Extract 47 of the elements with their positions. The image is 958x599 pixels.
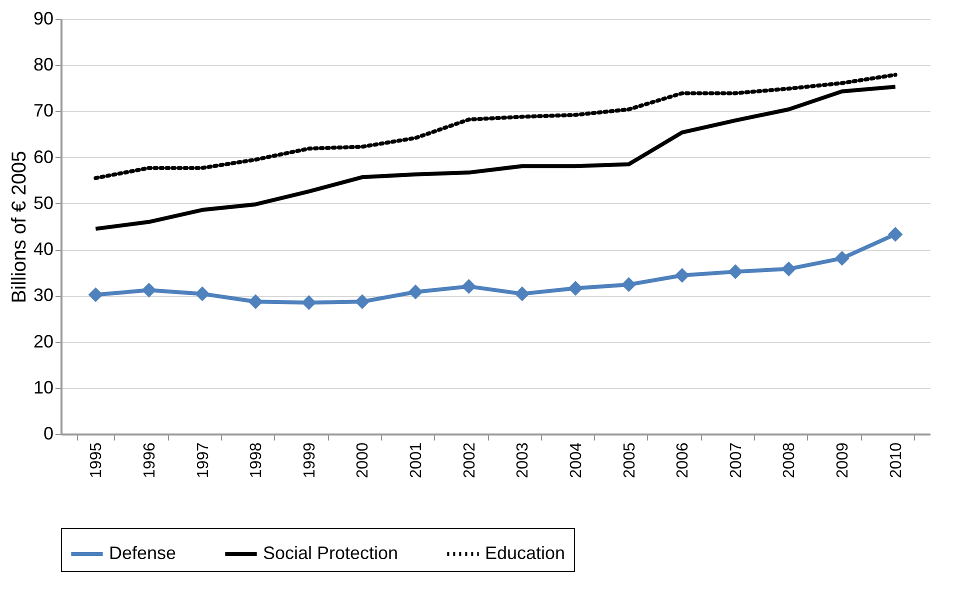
point <box>888 226 903 242</box>
y-tick-label: 70 <box>33 100 54 121</box>
x-tick-label: 2010 <box>888 442 905 478</box>
point <box>621 277 636 292</box>
y-tick-label: 20 <box>33 331 54 352</box>
y-tick-label: 50 <box>33 192 54 213</box>
point <box>408 284 423 300</box>
line-series <box>94 84 898 231</box>
legend-label: Defense <box>109 543 176 563</box>
point <box>248 294 264 310</box>
point <box>88 287 104 302</box>
y-tick-label: 60 <box>33 146 54 167</box>
point <box>834 250 850 266</box>
point <box>142 282 156 298</box>
point <box>461 279 476 294</box>
y-tick-label: 10 <box>33 377 54 398</box>
y-axis-title: Billions of € 2005 <box>8 150 30 304</box>
x-tick-label: 1995 <box>88 442 106 478</box>
x-tick-label: 2002 <box>461 442 478 478</box>
x-tick-label: 2004 <box>568 442 585 478</box>
x-tick-label: 2006 <box>674 442 692 478</box>
point <box>728 264 743 280</box>
x-tick-label: 2005 <box>621 442 638 478</box>
point <box>354 294 370 310</box>
point <box>674 268 690 283</box>
x-tick-label: 1996 <box>141 442 158 478</box>
x-tick-label: 2001 <box>408 442 426 478</box>
point <box>781 262 796 276</box>
y-tick-label: 80 <box>33 54 54 75</box>
y-tick-label: 30 <box>33 285 54 306</box>
x-tick-label: 2009 <box>834 442 852 478</box>
point <box>194 286 210 302</box>
y-tick-label: 0 <box>43 424 54 444</box>
y-tick-label: 40 <box>33 239 54 260</box>
x-tick-label: 1998 <box>248 442 266 478</box>
legend-label: Social Protection <box>263 543 398 563</box>
point <box>514 286 530 302</box>
x-tick-label: 2007 <box>728 442 745 478</box>
line-series <box>94 72 898 180</box>
x-tick-label: 2008 <box>781 442 798 478</box>
y-tick-label: 90 <box>33 8 54 28</box>
x-tick-label: 1997 <box>194 442 212 478</box>
x-tick-label: 1999 <box>301 442 318 478</box>
x-tick-label: 2003 <box>514 442 532 478</box>
legend-label: Education <box>485 543 566 563</box>
x-tick-label: 2000 <box>354 442 372 478</box>
point <box>568 280 583 296</box>
